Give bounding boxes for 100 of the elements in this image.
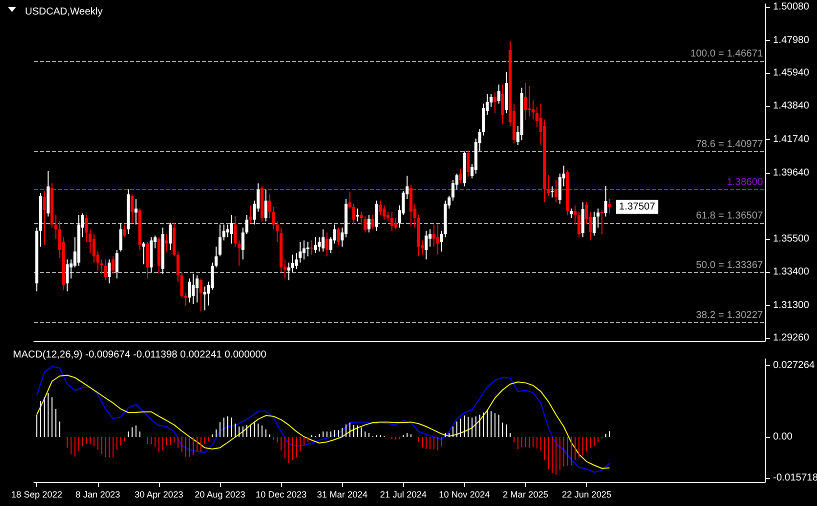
- candlestick: [306, 241, 310, 257]
- candlestick: [146, 241, 149, 280]
- candlestick: [577, 211, 580, 238]
- candlestick: [108, 258, 111, 284]
- candlestick: [66, 258, 69, 292]
- candlestick: [168, 222, 172, 250]
- candlestick: [608, 198, 612, 214]
- candlestick: [245, 214, 248, 235]
- candlestick: [364, 216, 367, 233]
- candlestick: [142, 241, 146, 265]
- candlestick: [112, 256, 115, 274]
- candlestick: [378, 200, 382, 216]
- x-tick-label: 31 Mar 2024: [316, 490, 368, 500]
- y-tick-label: 1.35500: [773, 233, 810, 244]
- candlestick: [203, 286, 206, 311]
- candlestick: [375, 200, 378, 232]
- candlestick: [92, 234, 96, 264]
- candlestick: [310, 240, 314, 256]
- candlestick: [218, 224, 222, 257]
- x-tick-label: 30 Apr 2023: [134, 490, 184, 500]
- candlestick: [130, 194, 134, 224]
- candlestick: [134, 198, 138, 225]
- y-tick-label: 0.00: [773, 431, 793, 442]
- candlestick: [501, 84, 504, 125]
- candlestick: [554, 179, 558, 203]
- candlestick: [249, 204, 252, 224]
- candlestick: [165, 234, 168, 252]
- candlestick: [524, 82, 528, 120]
- chart-title: MACD(12,26,9) -0.009674 -0.011398 0.002241 0.000000: [13, 350, 267, 360]
- candlestick: [493, 92, 496, 114]
- y-tick-label: 1.47980: [773, 34, 810, 46]
- candlestick: [382, 204, 386, 220]
- candlestick: [104, 258, 107, 281]
- candlestick: [115, 249, 118, 280]
- ref-line-label: 100.0 = 1.46671: [690, 48, 764, 60]
- candlestick: [451, 179, 454, 202]
- ref-line-label: 1.38600: [726, 177, 764, 188]
- candlestick: [528, 86, 531, 117]
- x-tick-label: 10 Nov 2024: [438, 490, 490, 500]
- candlestick: [42, 190, 46, 246]
- candlestick: [196, 274, 199, 303]
- candlestick: [318, 236, 321, 252]
- candlestick: [497, 84, 500, 104]
- x-tick-label: 8 Jan 2023: [76, 490, 120, 500]
- candlestick: [570, 208, 573, 219]
- candlestick: [535, 106, 538, 128]
- x-tick-label: 18 Sep 2022: [11, 490, 62, 500]
- candlestick: [356, 208, 359, 222]
- x-tick-label: 2 Mar 2025: [502, 490, 548, 500]
- candlestick: [188, 278, 191, 303]
- x-tick-label: 20 Aug 2023: [194, 490, 246, 500]
- candlestick: [440, 230, 444, 252]
- candlestick: [119, 222, 122, 252]
- candlestick: [371, 214, 374, 230]
- candlestick: [272, 206, 275, 230]
- candlestick: [436, 224, 440, 256]
- candlestick: [302, 240, 306, 260]
- y-tick-label: 0.027264: [773, 360, 816, 372]
- y-tick-label: 1.43840: [773, 100, 810, 112]
- candlestick: [424, 230, 428, 260]
- candlestick: [367, 214, 370, 233]
- candlestick: [322, 228, 325, 252]
- candlestick: [459, 168, 462, 184]
- candlestick: [546, 174, 550, 196]
- candlestick: [592, 211, 596, 236]
- ref-line-label: 38.2 = 1.30227: [696, 310, 764, 322]
- x-tick-label: 21 Jul 2024: [380, 490, 427, 500]
- x-tick-label: 22 Jun 2025: [562, 490, 612, 500]
- candlestick: [123, 224, 126, 238]
- ref-line-label: 61.8 = 1.36507: [696, 210, 764, 222]
- candlestick: [409, 184, 412, 227]
- y-tick-label: 1.50080: [773, 2, 810, 13]
- candlestick: [222, 224, 226, 241]
- ref-line-label: 50.0 = 1.33367: [696, 260, 764, 272]
- x-tick-label: 10 Dec 2023: [256, 490, 307, 500]
- candlestick: [264, 189, 268, 222]
- candlestick: [386, 211, 390, 222]
- y-tick-label: 1.31300: [773, 300, 810, 312]
- candlestick: [604, 186, 608, 218]
- candlestick: [226, 224, 230, 238]
- ref-line-label: 78.6 = 1.40977: [696, 139, 764, 150]
- candlestick: [230, 214, 233, 244]
- candlestick: [466, 150, 470, 178]
- y-tick-label: 1.29260: [773, 332, 810, 344]
- candlestick: [390, 211, 394, 232]
- candlestick: [574, 204, 577, 225]
- chart-title: USDCAD,Weekly: [25, 6, 103, 18]
- annotation: 1.37507: [619, 201, 656, 212]
- candlestick: [336, 227, 340, 246]
- candlestick: [192, 273, 195, 304]
- y-tick-label: 1.39640: [773, 167, 810, 178]
- candlestick: [550, 186, 554, 198]
- candlestick: [268, 194, 272, 219]
- y-tick-label: 1.33400: [773, 266, 810, 278]
- y-tick-label: 1.41740: [773, 134, 810, 146]
- candlestick: [176, 251, 180, 282]
- candlestick: [314, 236, 317, 254]
- candlestick: [241, 227, 244, 260]
- candlestick: [325, 232, 328, 257]
- y-tick-label: 1.45940: [773, 67, 810, 78]
